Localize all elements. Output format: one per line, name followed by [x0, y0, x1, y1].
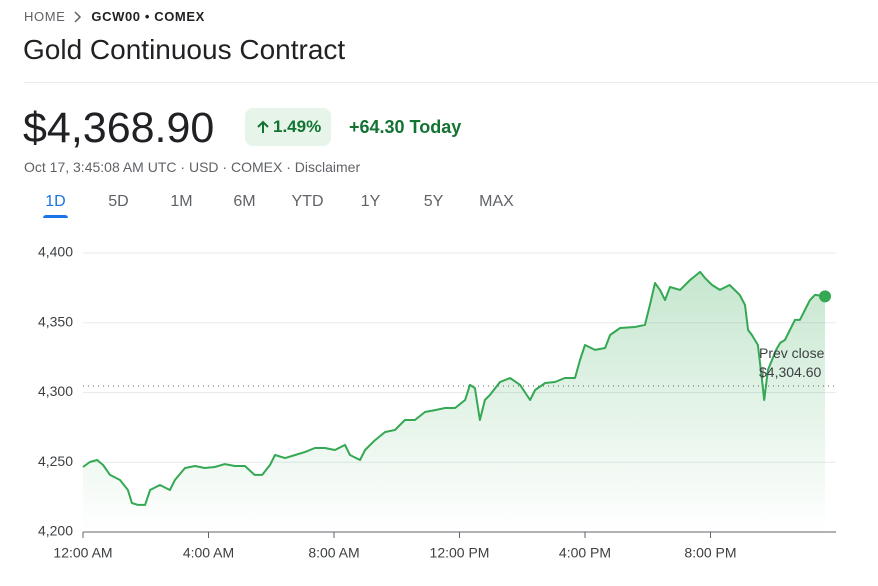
price-chart: 4,200 4,250 4,300 4,350 4,400 12:00 AM 4:00 AM…: [38, 244, 836, 561]
range-tab[interactable]: MAX: [479, 193, 514, 210]
range-tab[interactable]: 1D: [24, 190, 87, 218]
divider: [24, 82, 878, 83]
meta-item: USD: [177, 159, 219, 175]
meta-item: COMEX: [219, 159, 283, 175]
range-tab[interactable]: YTD: [291, 193, 324, 210]
y-tick-label: 4,400: [38, 244, 73, 260]
change-badge: 1.49%: [245, 108, 332, 146]
change-percent: 1.49%: [273, 117, 322, 136]
range-tab[interactable]: 1Y: [360, 193, 381, 210]
y-tick-label: 4,300: [38, 383, 73, 399]
change-today: +64.30 Today: [349, 117, 462, 137]
page-title: Gold Continuous Contract: [23, 34, 346, 65]
up-arrow-icon: [257, 120, 269, 133]
range-tabs: 1D 5D 1M 6M YTD 1Y 5Y MAX: [24, 190, 528, 218]
x-tick-label: 12:00 AM: [53, 545, 112, 561]
meta-item[interactable]: Disclaimer: [282, 159, 360, 175]
x-tick-label: 4:00 PM: [559, 545, 611, 561]
breadcrumb: HOME GCW00 • COMEX: [24, 9, 205, 24]
x-tick-label: 8:00 PM: [684, 545, 736, 561]
range-tab[interactable]: 5Y: [423, 193, 444, 210]
x-tick-label: 8:00 AM: [308, 545, 359, 561]
y-tick-label: 4,250: [38, 453, 73, 469]
range-tab[interactable]: 1M: [170, 193, 193, 210]
y-tick-label: 4,200: [38, 523, 73, 539]
range-tab[interactable]: 5D: [108, 193, 129, 210]
chevron-icon: [74, 10, 82, 23]
breadcrumb-symbol: GCW00 • COMEX: [91, 9, 205, 24]
meta-item: Oct 17, 3:45:08 AM UTC: [24, 159, 177, 175]
y-tick-label: 4,350: [38, 313, 73, 329]
range-tab[interactable]: 6M: [233, 193, 256, 210]
breadcrumb-home[interactable]: HOME: [24, 9, 66, 24]
x-tick-label: 4:00 AM: [183, 545, 234, 561]
prev-close-value: $4,304.60: [759, 364, 821, 380]
area-fill: [83, 271, 826, 532]
price-line: [82, 270, 826, 506]
quote-meta: Oct 17, 3:45:08 AM UTCUSDCOMEXDisclaimer: [24, 159, 360, 175]
price: $4,368.90: [23, 104, 215, 152]
x-tick-label: 12:00 PM: [430, 545, 490, 561]
prev-close-label: Prev close: [759, 345, 825, 361]
last-point: [819, 290, 832, 303]
